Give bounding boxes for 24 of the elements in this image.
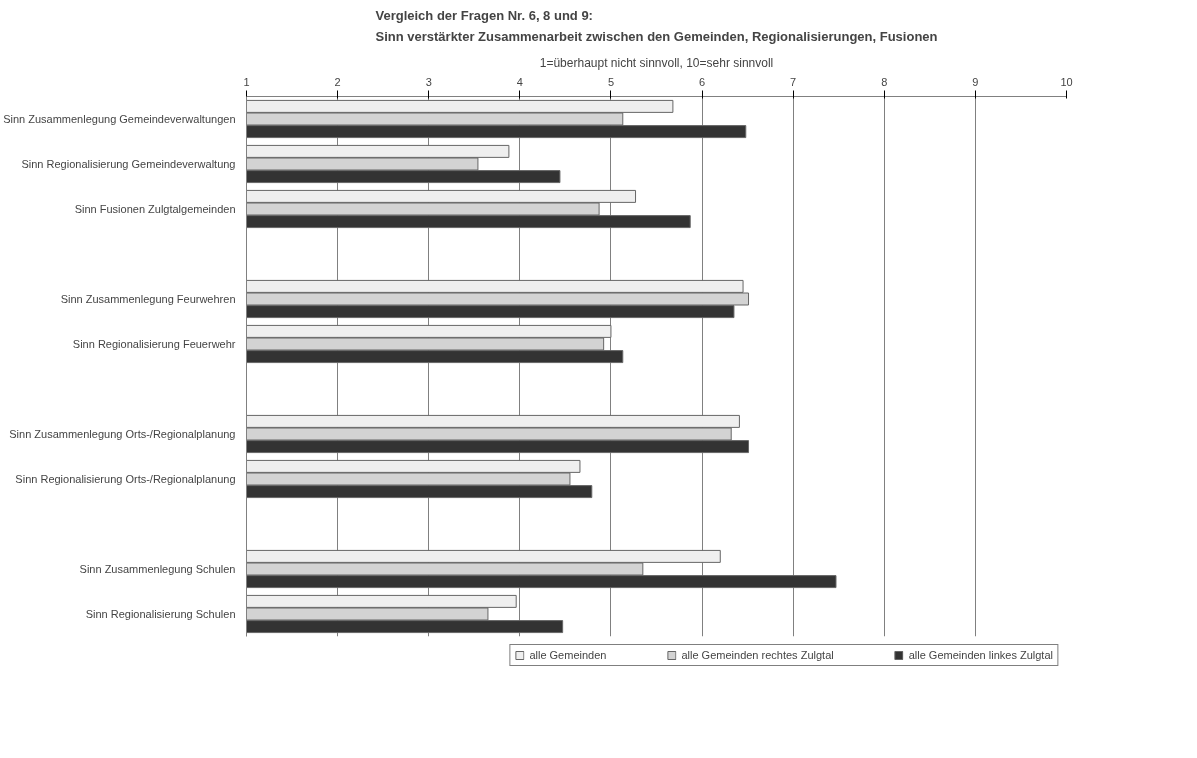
x-tick-label: 9 bbox=[972, 75, 979, 88]
x-tick-label: 10 bbox=[1060, 75, 1073, 88]
y-tick-label: Sinn Regionalisierung Orts-/Regionalplanung bbox=[15, 473, 236, 485]
legend-label: alle Gemeinden linkes Zulgtal bbox=[908, 649, 1053, 661]
y-tick-label: Sinn Zusammenlegung Schulen bbox=[79, 563, 236, 575]
y-tick-label: Sinn Regionalisierung Gemeindeverwaltung bbox=[21, 158, 236, 170]
legend-label: alle Gemeinden bbox=[529, 649, 607, 661]
x-tick-label: 1 bbox=[243, 75, 250, 88]
x-tick-label: 6 bbox=[699, 75, 706, 88]
legend-label: alle Gemeinden rechtes Zulgtal bbox=[681, 649, 834, 661]
x-tick-label: 4 bbox=[516, 75, 523, 88]
x-tick-label: 2 bbox=[334, 75, 341, 88]
x-tick-label: 3 bbox=[425, 75, 432, 88]
x-tick-label: 7 bbox=[790, 75, 797, 88]
x-tick-label: 8 bbox=[881, 75, 888, 88]
y-tick-label: Sinn Regionalisierung Feuerwehr bbox=[72, 338, 236, 350]
x-tick-label: 5 bbox=[607, 75, 615, 88]
chart-title: Vergleich der Fragen Nr. 6, 8 und 9: Sinn verstärkter Zusammenarbeit zwischen den Gemeinden, Regionalisierungen, Fusionen bbox=[375, 7, 938, 44]
y-tick-label: Sinn Zusammenlegung Gemeindeverwaltungen bbox=[3, 113, 236, 125]
y-tick-label: Sinn Zusammenlegung Feurwehren bbox=[60, 293, 236, 305]
chart-subtitle: 1=überhaupt nicht sinnvoll, 10=sehr sinnvoll bbox=[539, 55, 774, 70]
y-tick-label: Sinn Fusionen Zulgtalgemeinden bbox=[74, 203, 236, 215]
y-tick-label: Sinn Regionalisierung Schulen bbox=[85, 608, 236, 620]
y-tick-label: Sinn Zusammenlegung Orts-/Regionalplanung bbox=[9, 428, 236, 440]
